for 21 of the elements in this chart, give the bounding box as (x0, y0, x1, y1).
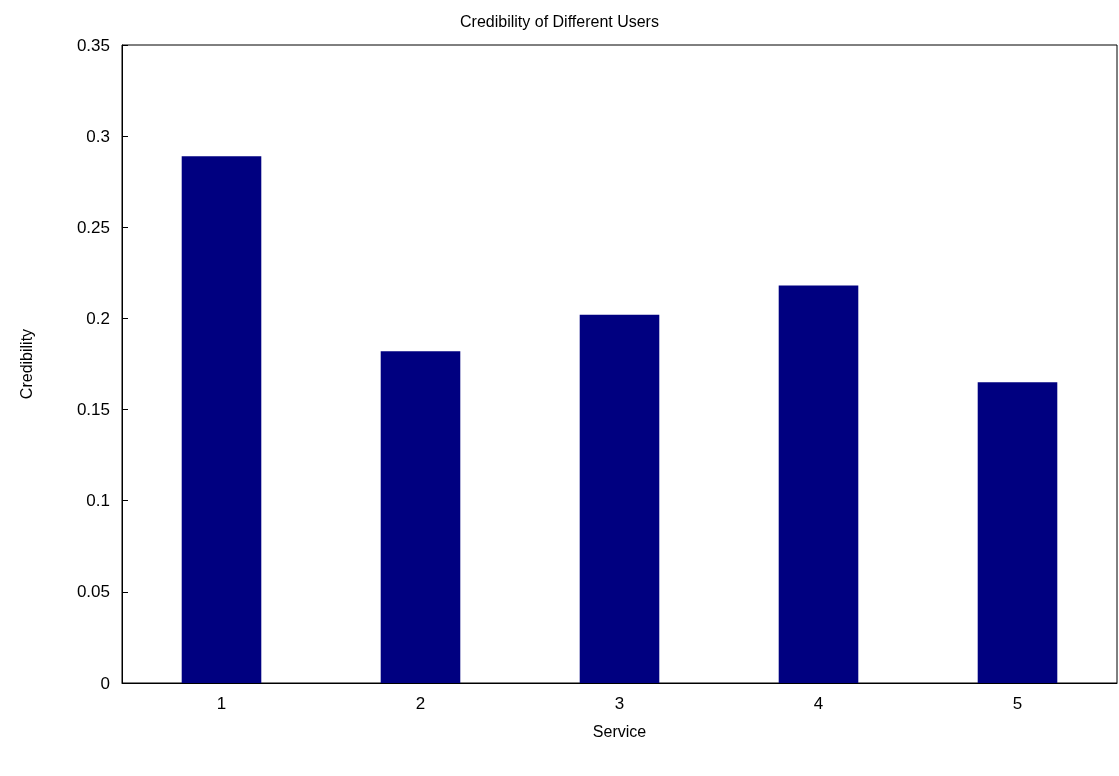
y-tick-label: 0.2 (86, 308, 110, 328)
bar (181, 156, 262, 683)
x-tick-label: 2 (415, 694, 426, 713)
bar (579, 314, 660, 683)
x-axis-title: Service (592, 722, 647, 740)
y-tick-label: 0.3 (86, 126, 110, 146)
y-tick-label: 0.1 (86, 491, 110, 511)
bar (977, 382, 1058, 683)
x-tick-label: 1 (216, 694, 227, 713)
bar (380, 351, 461, 683)
x-tick-label: 4 (813, 694, 824, 713)
y-tick-label: 0 (100, 673, 110, 693)
chart-title: Credibility of Different Users (460, 12, 659, 30)
y-axis-title: Credibility (17, 328, 35, 400)
y-tick-label: 0.35 (76, 35, 110, 55)
y-tick-label: 0.05 (76, 582, 110, 602)
y-tick-label: 0.15 (76, 400, 110, 420)
y-tick-label: 0.25 (76, 217, 110, 237)
x-tick-label: 5 (1012, 694, 1023, 713)
bar (778, 285, 859, 683)
x-tick-label: 3 (614, 694, 625, 713)
